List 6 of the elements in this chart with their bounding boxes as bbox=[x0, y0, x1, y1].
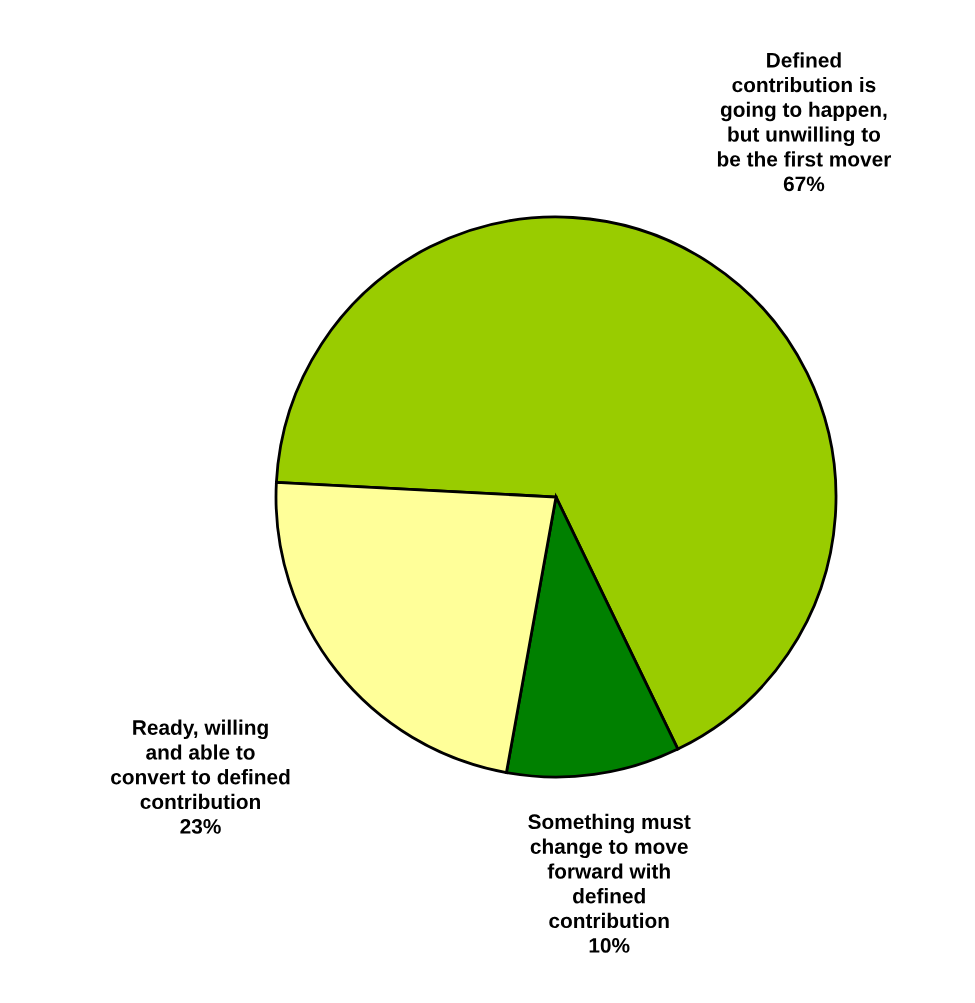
data-label: 23% bbox=[180, 819, 221, 834]
slice-label: Ready, willing and able to convert to defined contribution bbox=[111, 719, 290, 810]
data-label: 67% bbox=[783, 176, 825, 192]
data-label: 10% bbox=[589, 938, 630, 953]
slice-label: Defined contribution is going to happen, but unwilling to be the first mover bbox=[717, 52, 892, 167]
slice-label: Something must change to move forward with defined contribution bbox=[528, 813, 691, 929]
